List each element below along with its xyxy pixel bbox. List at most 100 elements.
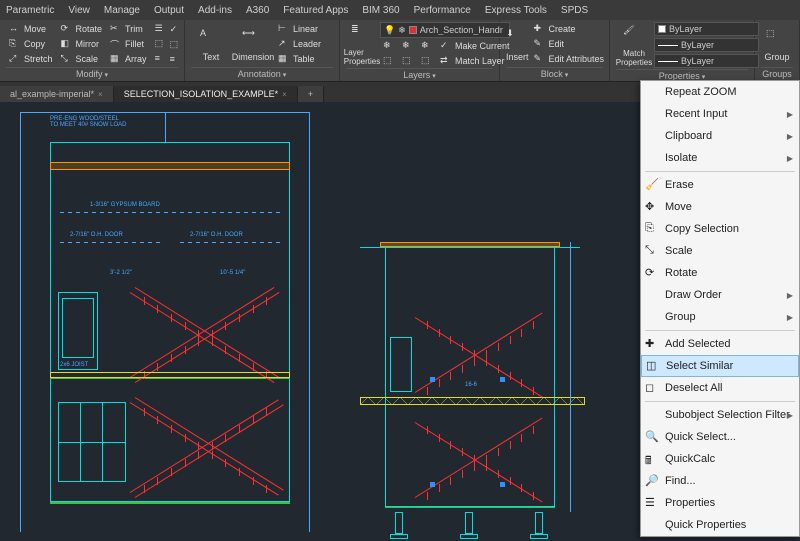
ctx-erase[interactable]: 🧹Erase (641, 174, 799, 196)
create-button[interactable]: ✚Create (531, 22, 608, 36)
ctx-quick-properties[interactable]: Quick Properties (641, 514, 799, 536)
menu-bar: Parametric View Manage Output Add-ins A360 Fea… (0, 0, 800, 20)
calc-icon: 🖩 (645, 452, 659, 466)
text-button[interactable]: AText (191, 22, 231, 67)
layer-properties-button[interactable]: ≣LayerProperties (346, 22, 378, 68)
ctx-draw-order[interactable]: Draw Order▶ (641, 284, 799, 306)
ctx-isolate[interactable]: Isolate▶ (641, 147, 799, 169)
panel-groups: ⬚Group Groups (755, 20, 800, 81)
drawing-middle-elevation: 16-6 (360, 242, 585, 541)
ctx-quickcalc[interactable]: 🖩QuickCalc (641, 448, 799, 470)
layer-color-swatch (409, 26, 417, 34)
ctx-find---[interactable]: 🔎Find... (641, 470, 799, 492)
menu-bim-360[interactable]: BIM 360 (362, 5, 399, 16)
insert-button[interactable]: ⬇Insert (506, 22, 529, 67)
menu-parametric[interactable]: Parametric (6, 5, 54, 16)
close-icon[interactable]: × (98, 90, 103, 99)
⬚-button[interactable]: ⬚⬚ (152, 37, 182, 51)
ctx-repeat-zoom[interactable]: Repeat ZOOM (641, 81, 799, 103)
ctx-properties[interactable]: ☰Properties (641, 492, 799, 514)
ctx-subobject-selection-filter[interactable]: Subobject Selection Filter▶ (641, 404, 799, 426)
≡-button[interactable]: ≡≡ (152, 52, 182, 66)
layer-tool-2[interactable]: ❄ (399, 39, 417, 53)
dimension-button[interactable]: ⟷Dimension (233, 22, 273, 67)
ctx-group[interactable]: Group▶ (641, 306, 799, 328)
group-button[interactable]: ⬚Group (761, 22, 793, 67)
scale-button[interactable]: ⤡Scale (58, 52, 106, 66)
menu-a360[interactable]: A360 (246, 5, 269, 16)
group-icon: ⬚ (766, 28, 788, 50)
linear-button[interactable]: ⊢Linear (275, 22, 324, 36)
match-properties-button[interactable]: 🖌Match Properties (616, 22, 652, 69)
ctx-rotate[interactable]: ⟳Rotate (641, 262, 799, 284)
color-dropdown[interactable]: ByLayer (654, 22, 759, 36)
selection-grip[interactable] (430, 482, 435, 487)
context-menu: Repeat ZOOMRecent Input▶Clipboard▶Isolat… (640, 80, 800, 537)
move-icon: ✥ (645, 200, 659, 214)
mirror-button[interactable]: ◧Mirror (58, 37, 106, 51)
desel-icon: ◻ (645, 381, 659, 395)
leader-button[interactable]: ↗Leader (275, 37, 324, 51)
ctx-recent-input[interactable]: Recent Input▶ (641, 103, 799, 125)
insert-icon: ⬇ (506, 28, 528, 50)
ctx-scale[interactable]: ⤡Scale (641, 240, 799, 262)
submenu-arrow-icon: ▶ (787, 313, 793, 322)
ctx-add-selected[interactable]: ✚Add Selected (641, 333, 799, 355)
submenu-arrow-icon: ▶ (787, 291, 793, 300)
add-icon: ✚ (645, 337, 659, 351)
fillet-button[interactable]: ⌒Fillet (107, 37, 150, 51)
menu-view[interactable]: View (68, 5, 90, 16)
ctx-clipboard[interactable]: Clipboard▶ (641, 125, 799, 147)
close-icon[interactable]: × (282, 90, 287, 99)
layer-tool-3[interactable]: ❄ (418, 39, 436, 53)
submenu-arrow-icon: ▶ (787, 411, 793, 420)
panel-layers: ≣LayerProperties 💡❄Arch_Section_Handr ❄ … (340, 20, 500, 81)
array-button[interactable]: ▦Array (107, 52, 150, 66)
ctx-move[interactable]: ✥Move (641, 196, 799, 218)
ctx-quick-select---[interactable]: 🔍Quick Select... (641, 426, 799, 448)
layer-tool-1[interactable]: ❄ (380, 39, 398, 53)
qsel-icon: 🔍 (645, 430, 659, 444)
ctx-select-similar[interactable]: ◫Select Similar (641, 355, 799, 377)
erase-icon: 🧹 (645, 178, 659, 192)
ctx-deselect-all[interactable]: ◻Deselect All (641, 377, 799, 399)
rotate-icon: ⟳ (645, 266, 659, 280)
menu-express-tools[interactable]: Express Tools (485, 5, 547, 16)
layer-tool-6[interactable]: ⬚ (418, 54, 436, 68)
panel-modify-title: Modify (6, 67, 178, 81)
selection-grip[interactable] (500, 482, 505, 487)
leader-icon: ↗ (278, 38, 290, 50)
lineweight-dropdown[interactable]: ByLayer (654, 38, 759, 52)
move-button[interactable]: ↔Move (6, 22, 56, 36)
selection-grip[interactable] (430, 377, 435, 382)
rotate-button[interactable]: ⟳Rotate (58, 22, 106, 36)
linetype-dropdown[interactable]: ByLayer (654, 54, 759, 68)
menu-spds[interactable]: SPDS (561, 5, 588, 16)
table-button[interactable]: ▦Table (275, 52, 324, 66)
copy-icon: ⎘ (645, 222, 659, 236)
linear-icon: ⊢ (278, 23, 290, 35)
tab-selection-isolation-example-[interactable]: SELECTION_ISOLATION_EXAMPLE*× (114, 86, 298, 102)
✓-button[interactable]: ☰✓ (152, 22, 182, 36)
new-tab-button[interactable]: + (298, 86, 324, 102)
edit-attr-button[interactable]: ✎Edit Attributes (531, 52, 608, 66)
tab-al-example-imperial-[interactable]: al_example-imperial*× (0, 86, 114, 102)
ctx-copy-selection[interactable]: ⎘Copy Selection (641, 218, 799, 240)
match-layer-button[interactable]: ⇄Match Layer (437, 54, 508, 68)
scale-icon: ⤡ (645, 244, 659, 258)
layer-tool-5[interactable]: ⬚ (399, 54, 417, 68)
menu-output[interactable]: Output (154, 5, 184, 16)
layer-dropdown[interactable]: 💡❄Arch_Section_Handr (380, 22, 510, 38)
trim-button[interactable]: ✂Trim (107, 22, 150, 36)
edit-button[interactable]: ✎Edit (531, 37, 608, 51)
drawing-left-elevation: PRE-ENG WOOD/STEEL TO MEET 40# SNOW LOAD… (20, 112, 310, 541)
menu-manage[interactable]: Manage (104, 5, 140, 16)
selection-grip[interactable] (500, 377, 505, 382)
layer-tool-4[interactable]: ⬚ (380, 54, 398, 68)
stretch-button[interactable]: ⤢Stretch (6, 52, 56, 66)
match-icon: 🖌 (623, 25, 645, 47)
menu-featured-apps[interactable]: Featured Apps (283, 5, 348, 16)
menu-add-ins[interactable]: Add-ins (198, 5, 232, 16)
copy-button[interactable]: ⎘Copy (6, 37, 56, 51)
menu-performance[interactable]: Performance (414, 5, 471, 16)
